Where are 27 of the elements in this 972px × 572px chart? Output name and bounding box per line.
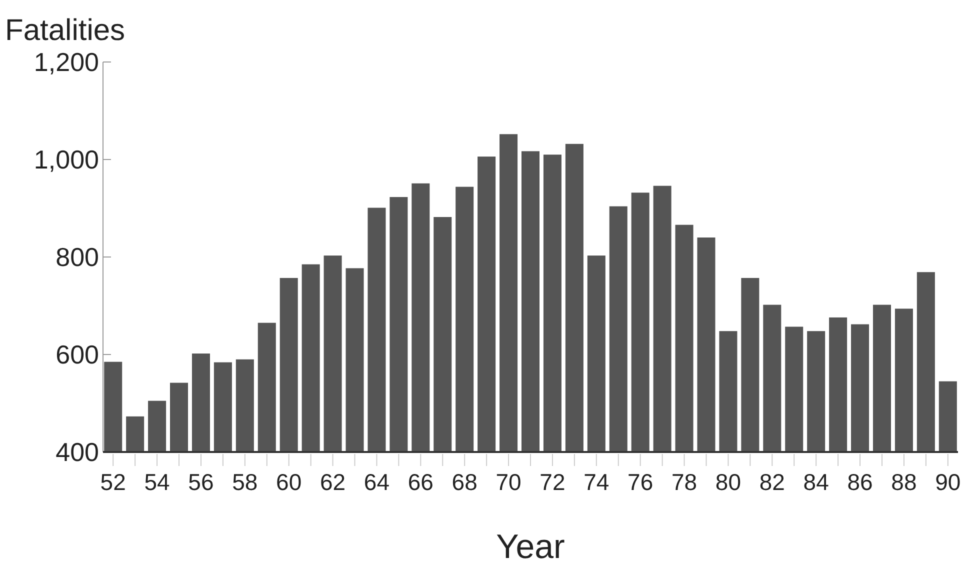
x-tick-label: 66: [408, 469, 434, 495]
x-tick-label: 68: [452, 469, 478, 495]
x-tick-label: 88: [891, 469, 917, 495]
x-tick-label: 78: [671, 469, 698, 495]
y-tick-label: 1,000: [34, 144, 99, 175]
x-tick-label: 62: [320, 469, 346, 495]
x-tick-label: 64: [364, 469, 390, 495]
y-tick-label: 600: [56, 340, 99, 370]
y-tick-label: 400: [56, 437, 99, 468]
x-tick-label: 74: [584, 469, 610, 495]
x-tick-label: 70: [496, 469, 522, 495]
x-tick-label: 84: [803, 469, 830, 495]
x-tick-label: 86: [847, 469, 873, 495]
x-tick-label: 72: [540, 469, 566, 495]
x-tick-label: 76: [628, 469, 654, 495]
x-tick-label: 58: [232, 469, 258, 495]
x-tick-label: 52: [100, 469, 126, 495]
x-tick-label: 90: [935, 469, 961, 495]
y-tick-label: 1,200: [34, 47, 99, 78]
x-axis-title: Year: [496, 528, 565, 566]
x-tick-label: 60: [276, 469, 302, 495]
x-tick-label: 54: [144, 469, 170, 495]
y-tick-label: 800: [56, 242, 99, 272]
x-tick-label: 56: [188, 469, 214, 495]
x-tick-label: 80: [715, 469, 742, 495]
y-axis-title: Fatalities: [5, 14, 126, 47]
x-tick-label: 82: [759, 469, 785, 495]
